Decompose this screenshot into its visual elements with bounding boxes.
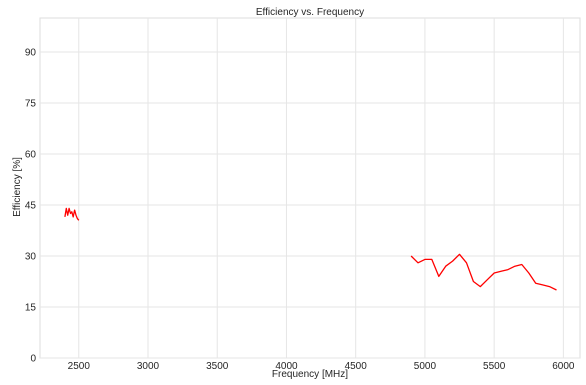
efficiency-series-line (64, 207, 80, 221)
plot-area (39, 17, 581, 359)
x-tick-label: 3000 (137, 361, 160, 372)
grid (40, 18, 580, 359)
y-tick-label: 15 (25, 303, 37, 314)
x-tick-label: 3500 (206, 361, 229, 372)
y-tick-label: 30 (25, 252, 37, 263)
y-axis-label: Efficiency [%] (12, 157, 23, 217)
y-tick-label: 60 (25, 150, 37, 161)
chart-title: Efficiency vs. Frequency (256, 7, 364, 18)
x-tick-label: 2500 (68, 361, 91, 372)
x-tick-label: 6000 (552, 361, 575, 372)
series-layer (64, 207, 557, 291)
x-axis-label: Frequency [MHz] (272, 369, 348, 380)
x-tick-label: 4000 (275, 361, 298, 372)
y-tick-label: 75 (25, 99, 37, 110)
y-tick-label: 0 (30, 354, 36, 365)
x-tick-label: 5500 (483, 361, 506, 372)
y-tick-label: 45 (25, 201, 37, 212)
x-tick-label: 4500 (345, 361, 368, 372)
efficiency-series-line (410, 253, 557, 291)
x-tick-label: 5000 (414, 361, 437, 372)
y-tick-label: 90 (25, 48, 37, 59)
tick-labels: 2500 3000 3500 4000 4500 5000 5500 6000 0 15 30 45 6… (25, 48, 575, 373)
